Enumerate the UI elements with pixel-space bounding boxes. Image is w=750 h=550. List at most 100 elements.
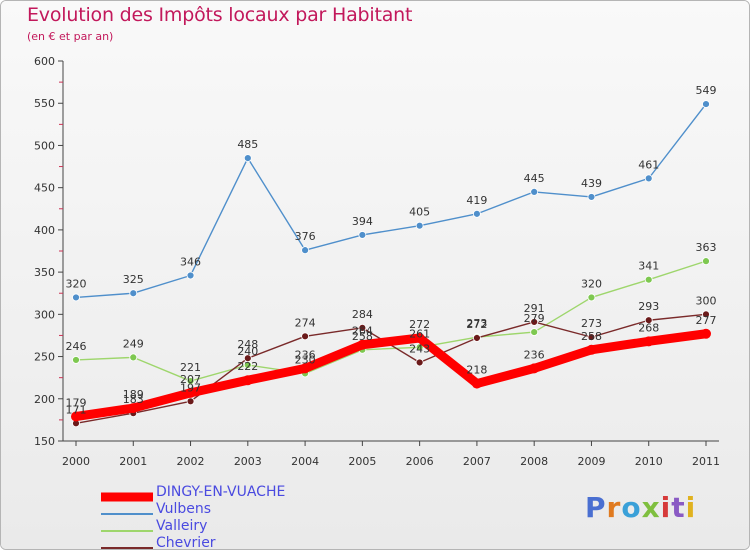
data-point-vulbens xyxy=(530,187,539,196)
legend-label: Vulbens xyxy=(156,501,212,517)
chart-subtitle: (en € et par an) xyxy=(27,30,114,43)
series-line-vulbens xyxy=(75,103,707,299)
data-label-valleiry: 249 xyxy=(123,337,144,350)
data-point-vulbens xyxy=(415,221,424,230)
data-label-dingy-en-vuache: 272 xyxy=(409,318,430,331)
chart-title: Evolution des Impôts locaux par Habitant xyxy=(27,4,413,26)
series-layer xyxy=(71,100,711,428)
legend-swatch-dingy xyxy=(101,492,153,502)
legend-swatch-valleiry xyxy=(101,530,153,532)
data-point-vulbens xyxy=(72,293,80,302)
x-tick-label: 2000 xyxy=(62,455,90,468)
data-point-dingy-en-vuache xyxy=(701,328,711,339)
y-tick-label: 350 xyxy=(34,266,55,279)
x-tick-label: 2001 xyxy=(119,455,147,468)
data-point-chevrier xyxy=(243,354,252,363)
x-tick-label: 2006 xyxy=(406,455,434,468)
series-line-chevrier xyxy=(75,313,707,424)
legend-item-valleiry[interactable]: Valleiry xyxy=(101,518,401,536)
data-point-dingy-en-vuache xyxy=(643,336,654,347)
data-label-vulbens: 445 xyxy=(524,172,545,185)
data-point-chevrier xyxy=(702,310,710,319)
data-point-vulbens xyxy=(301,246,309,255)
legend-label: DINGY-EN-VUACHE xyxy=(156,484,286,500)
data-label-chevrier: 243 xyxy=(409,342,430,355)
data-label-vulbens: 461 xyxy=(638,158,659,171)
legend-item-vulbens[interactable]: Vulbens xyxy=(101,501,401,519)
data-label-valleiry: 261 xyxy=(409,327,430,340)
data-point-valleiry xyxy=(587,293,596,302)
data-label-vulbens: 439 xyxy=(581,177,602,190)
data-label-dingy-en-vuache: 268 xyxy=(638,321,659,334)
data-point-vulbens xyxy=(186,271,195,280)
data-point-dingy-en-vuache xyxy=(128,403,139,414)
y-tick-label: 300 xyxy=(34,308,55,321)
data-point-valleiry xyxy=(186,377,195,385)
y-tick-label: 550 xyxy=(34,97,55,110)
data-point-dingy-en-vuache xyxy=(414,332,425,343)
data-label-valleiry: 341 xyxy=(638,260,659,273)
data-point-valleiry xyxy=(530,328,539,336)
data-label-valleiry: 240 xyxy=(237,345,258,358)
data-label-chevrier: 273 xyxy=(581,317,602,330)
data-point-chevrier xyxy=(301,332,309,341)
legend-label: Valleiry xyxy=(156,518,208,534)
data-label-vulbens: 394 xyxy=(352,215,373,228)
data-label-dingy-en-vuache: 236 xyxy=(295,348,316,361)
data-point-chevrier xyxy=(644,316,653,325)
data-label-chevrier: 284 xyxy=(352,308,373,321)
data-label-vulbens: 376 xyxy=(295,230,316,243)
legend-item-chevrier[interactable]: Chevrier xyxy=(101,535,401,550)
data-label-vulbens: 346 xyxy=(180,255,201,268)
legend-item-dingy[interactable]: DINGY-EN-VUACHE xyxy=(101,484,401,502)
data-label-dingy-en-vuache: 189 xyxy=(123,388,144,401)
data-point-chevrier xyxy=(186,397,195,406)
data-label-valleiry: 258 xyxy=(352,330,373,343)
data-label-vulbens: 419 xyxy=(466,194,487,207)
data-label-valleiry: 230 xyxy=(295,353,316,366)
data-point-chevrier xyxy=(587,333,596,342)
x-tick-label: 2010 xyxy=(635,455,663,468)
data-label-chevrier: 291 xyxy=(524,302,545,315)
data-label-dingy-en-vuache: 207 xyxy=(180,373,201,386)
data-label-valleiry: 320 xyxy=(581,277,602,290)
data-label-chevrier: 183 xyxy=(123,393,144,406)
data-point-valleiry xyxy=(129,353,138,362)
data-label-dingy-en-vuache: 218 xyxy=(466,364,487,377)
data-label-chevrier: 272 xyxy=(466,318,487,331)
logo-letter: t xyxy=(671,491,686,524)
data-label-chevrier: 171 xyxy=(66,403,87,416)
logo-letter: o xyxy=(621,491,642,524)
x-tick-label: 2007 xyxy=(463,455,491,468)
y-tick-label: 250 xyxy=(34,351,55,364)
data-point-dingy-en-vuache xyxy=(529,363,540,374)
data-label-chevrier: 274 xyxy=(295,316,316,329)
data-label-vulbens: 405 xyxy=(409,206,430,219)
logo-letter: i xyxy=(660,491,672,524)
data-label-dingy-en-vuache: 236 xyxy=(524,348,545,361)
legend: DINGY-EN-VUACHE Vulbens Valleiry Chevrie… xyxy=(101,484,401,550)
series-line-dingy-en-vuache xyxy=(71,329,711,422)
y-tick-label: 150 xyxy=(34,435,55,448)
data-point-dingy-en-vuache xyxy=(357,339,368,350)
logo-letter: r xyxy=(606,491,622,524)
data-label-valleiry: 273 xyxy=(466,317,487,330)
data-label-dingy-en-vuache: 277 xyxy=(696,314,717,327)
data-label-dingy-en-vuache: 222 xyxy=(237,360,258,373)
data-label-dingy-en-vuache: 264 xyxy=(352,325,373,338)
data-point-chevrier xyxy=(415,358,424,367)
data-labels-layer: 320 325 346 485 376 394 405 419 445 439 461 549 246 2… xyxy=(66,84,717,416)
legend-label: Chevrier xyxy=(156,535,216,550)
x-tick-label: 2011 xyxy=(692,455,720,468)
data-point-vulbens xyxy=(243,154,252,163)
data-point-dingy-en-vuache xyxy=(71,411,81,422)
logo-letter: x xyxy=(641,491,661,524)
proxiti-logo: Proxiti xyxy=(585,491,696,524)
data-point-valleiry xyxy=(702,257,710,266)
data-point-vulbens xyxy=(129,289,138,298)
data-point-valleiry xyxy=(415,343,424,352)
data-point-vulbens xyxy=(644,174,653,183)
data-label-chevrier: 300 xyxy=(696,294,717,307)
